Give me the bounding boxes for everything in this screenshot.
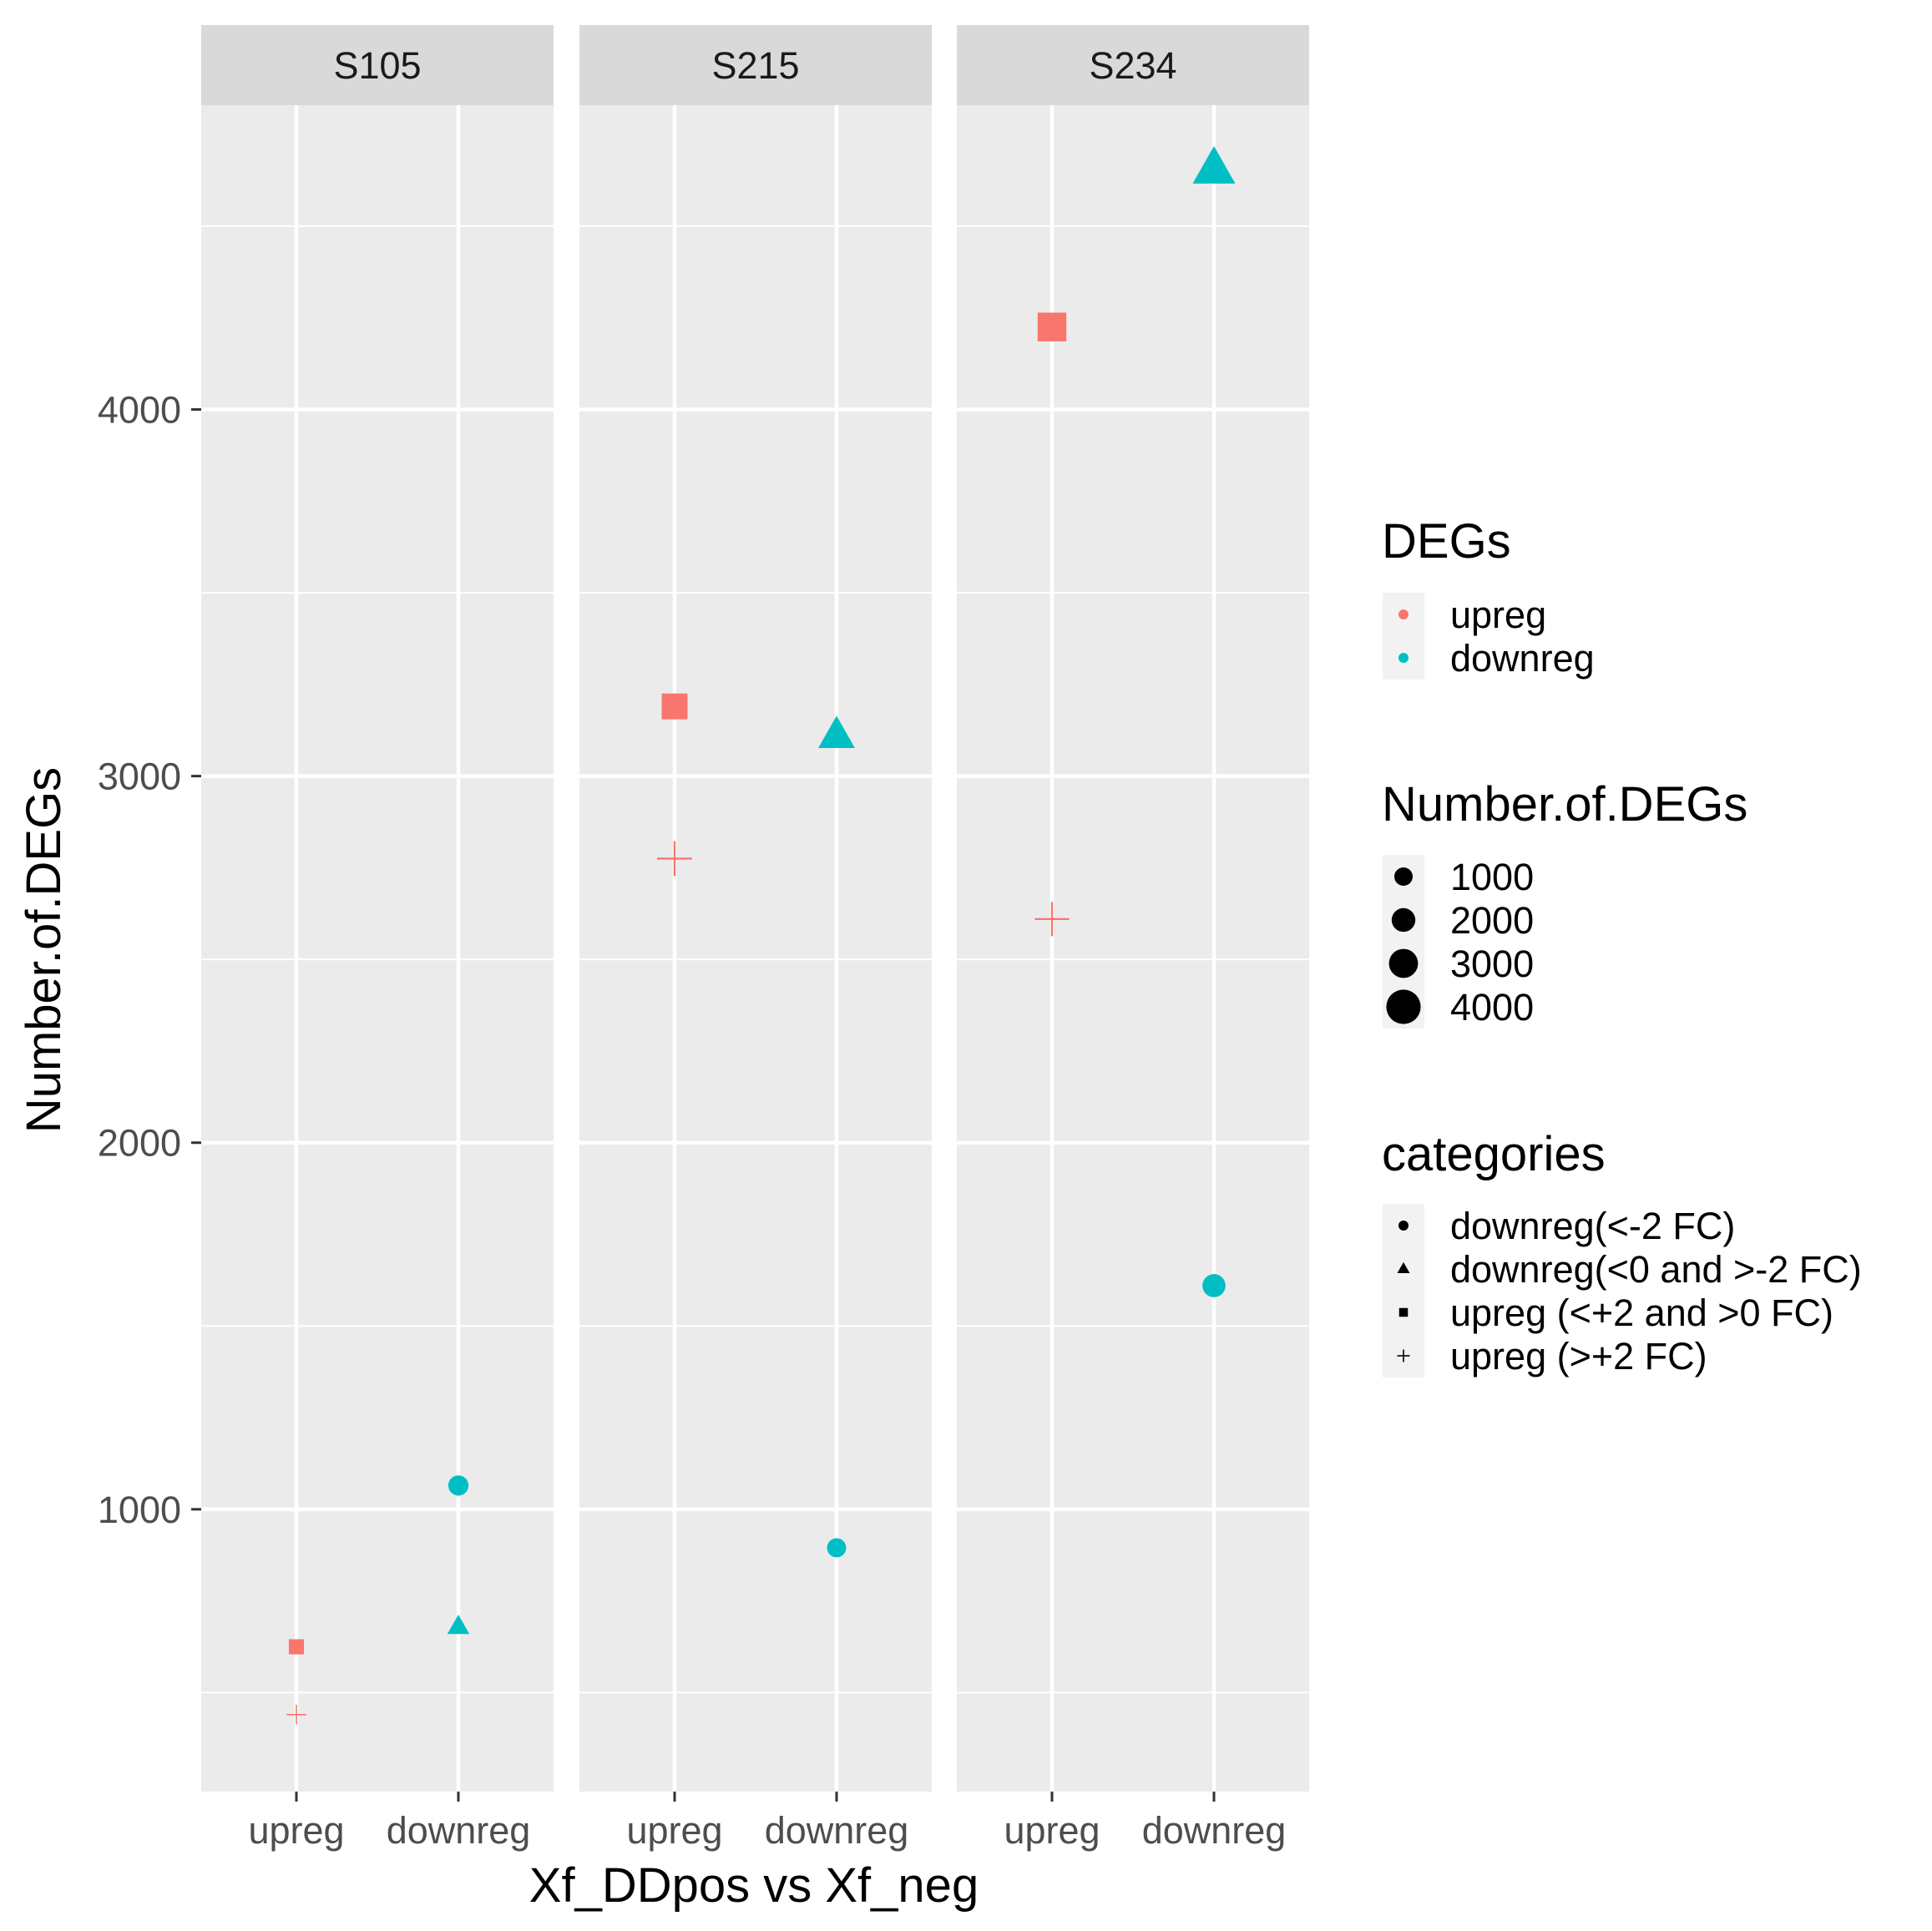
x-tick-label-upreg: upreg xyxy=(626,1809,722,1852)
panel-background xyxy=(201,105,554,1792)
legend-categories-title: categories xyxy=(1382,1127,1606,1181)
legend-size-title: Number.of.DEGs xyxy=(1382,777,1747,832)
y-tick-label: 3000 xyxy=(98,756,181,798)
panel-s234: S234 xyxy=(957,25,1309,1792)
legend-shape-square-icon xyxy=(1398,1307,1409,1317)
point-s234-downreg-0-and-2-fc xyxy=(1192,145,1236,184)
facet-label-s234: S234 xyxy=(1089,44,1176,87)
legend-category-label-downreg-0-and-2-fc: downreg(<0 and >-2 FC) xyxy=(1450,1248,1862,1291)
facet-label-s215: S215 xyxy=(711,44,799,87)
legend-size-label-3000: 3000 xyxy=(1450,943,1534,985)
legend-category-label-upreg-2-fc: upreg (>+2 FC) xyxy=(1450,1335,1707,1377)
legend-categories: categories downreg(<-2 FC)downreg(<0 and … xyxy=(1382,1127,1862,1377)
legend-size-dot-3000 xyxy=(1388,948,1419,978)
x-tick-label-upreg: upreg xyxy=(248,1809,344,1852)
x-tick-label-downreg: downreg xyxy=(765,1809,909,1852)
point-s105-downreg-0-and-2-fc xyxy=(447,1614,470,1635)
y-tick-label: 2000 xyxy=(98,1122,181,1165)
legend-category-label-downreg-2-fc: downreg(<-2 FC) xyxy=(1450,1205,1735,1247)
legend-size-label-4000: 4000 xyxy=(1450,986,1534,1029)
x-tick-label-downreg: downreg xyxy=(1142,1809,1287,1852)
point-s215-downreg-2-fc xyxy=(827,1538,847,1558)
legend-size-dot-4000 xyxy=(1386,989,1421,1024)
legend-category-label-upreg-2-and-0-fc: upreg (<+2 and >0 FC) xyxy=(1450,1292,1833,1334)
legend-shape-circle-icon xyxy=(1398,1221,1409,1231)
facet-strip xyxy=(201,25,554,105)
point-s215-upreg-2-fc xyxy=(657,841,692,877)
legend-label-downreg: downreg xyxy=(1450,637,1595,680)
point-s105-upreg-2-fc xyxy=(286,1705,306,1725)
point-s234-upreg-2-and-0-fc xyxy=(1037,312,1067,341)
point-s105-downreg-2-fc xyxy=(448,1475,469,1496)
x-tick-label-upreg: upreg xyxy=(1004,1809,1100,1852)
point-s234-upreg-2-fc xyxy=(1034,902,1070,937)
x-axis-title: Xf_DDpos vs Xf_neg xyxy=(529,1858,979,1913)
facet-strip xyxy=(579,25,932,105)
panels-layer: S105 S215 S234 xyxy=(201,25,1309,1792)
legend-label-upreg: upreg xyxy=(1450,594,1546,636)
legend-swatch-downreg xyxy=(1398,653,1409,663)
legend-size-label-2000: 2000 xyxy=(1450,899,1534,942)
facet-strip xyxy=(957,25,1309,105)
panel-background xyxy=(579,105,932,1792)
x-tick-label-downreg: downreg xyxy=(387,1809,531,1852)
panel-background xyxy=(957,105,1309,1792)
point-s215-downreg-0-and-2-fc xyxy=(818,715,855,748)
legend-size-label-1000: 1000 xyxy=(1450,856,1534,898)
legend-shape-triangle-icon xyxy=(1397,1261,1410,1274)
panel-s105: S105 xyxy=(201,25,554,1792)
y-tick-label: 1000 xyxy=(98,1489,181,1531)
panel-s215: S215 xyxy=(579,25,932,1792)
legend-size-dot-2000 xyxy=(1391,907,1416,933)
y-tick-label: 4000 xyxy=(98,388,181,431)
point-s234-downreg-2-fc xyxy=(1202,1274,1226,1297)
point-s215-upreg-2-and-0-fc xyxy=(661,693,688,720)
point-s105-upreg-2-and-0-fc xyxy=(288,1639,305,1655)
legend-size-dot-1000 xyxy=(1394,867,1413,886)
y-axis-title: Number.of.DEGs xyxy=(17,767,71,1133)
facet-label-s105: S105 xyxy=(333,44,421,87)
x-axis: upreg downreg upreg downreg upreg downreg xyxy=(248,1792,1286,1852)
legend-shape-cross-icon xyxy=(1397,1349,1410,1362)
points-layer xyxy=(286,145,1236,1725)
y-axis: 1000 2000 3000 4000 xyxy=(98,388,201,1531)
legend-degs-title: DEGs xyxy=(1382,514,1511,569)
legend-swatch-upreg xyxy=(1398,609,1409,619)
